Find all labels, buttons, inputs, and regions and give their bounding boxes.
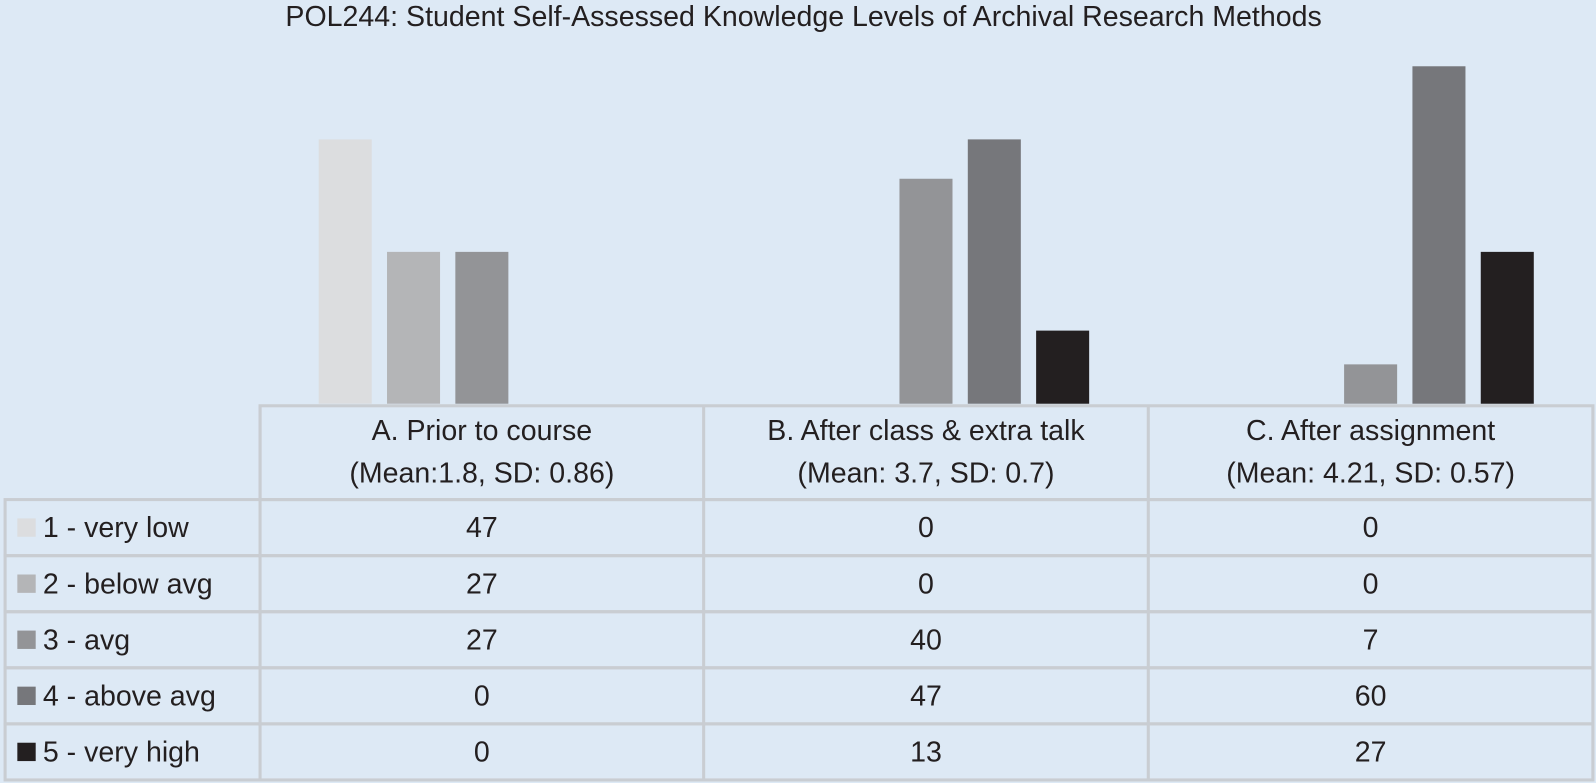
bar: [899, 178, 953, 404]
legend-label: 5 - very high: [43, 736, 200, 768]
chart-title: POL244: Student Self-Assessed Knowledge …: [285, 1, 1321, 33]
legend-swatch: [17, 518, 36, 537]
table-value: 27: [1355, 736, 1387, 768]
table-value: 0: [918, 512, 934, 544]
legend-label: 2 - below avg: [43, 568, 213, 600]
table-value: 13: [910, 736, 942, 768]
category-subtitle: (Mean:1.8, SD: 0.86): [349, 458, 614, 490]
category-subtitle: (Mean: 3.7, SD: 0.7): [797, 458, 1054, 490]
bar: [1036, 330, 1090, 404]
legend-label: 3 - avg: [43, 624, 130, 656]
bar: [1412, 66, 1466, 404]
category-label: A. Prior to course: [372, 415, 593, 447]
legend-swatch: [17, 686, 36, 706]
table-value: 60: [1355, 680, 1387, 712]
table-value: 7: [1363, 624, 1379, 656]
table-value: 0: [474, 680, 490, 712]
table-value: 27: [466, 568, 498, 600]
category-subtitle: (Mean: 4.21, SD: 0.57): [1226, 458, 1515, 490]
bar: [1344, 364, 1398, 404]
legend-swatch: [17, 574, 36, 593]
legend-label: 4 - above avg: [43, 680, 216, 712]
table-value: 0: [474, 736, 490, 768]
table-value: 47: [910, 680, 942, 712]
table-value: 0: [1363, 568, 1379, 600]
table-value: 0: [918, 568, 934, 600]
legend-swatch: [17, 742, 36, 762]
bar: [1480, 251, 1534, 404]
category-label: C. After assignment: [1246, 415, 1495, 447]
table-value: 47: [466, 512, 498, 544]
bar: [318, 139, 372, 404]
bar: [387, 251, 441, 404]
bar: [967, 139, 1021, 404]
legend-swatch: [17, 630, 36, 649]
table-value: 27: [466, 624, 498, 656]
legend-label: 1 - very low: [43, 512, 189, 544]
category-label: B. After class & extra talk: [767, 415, 1085, 447]
bar: [455, 251, 509, 404]
table-value: 0: [1363, 512, 1379, 544]
table-value: 40: [910, 624, 942, 656]
